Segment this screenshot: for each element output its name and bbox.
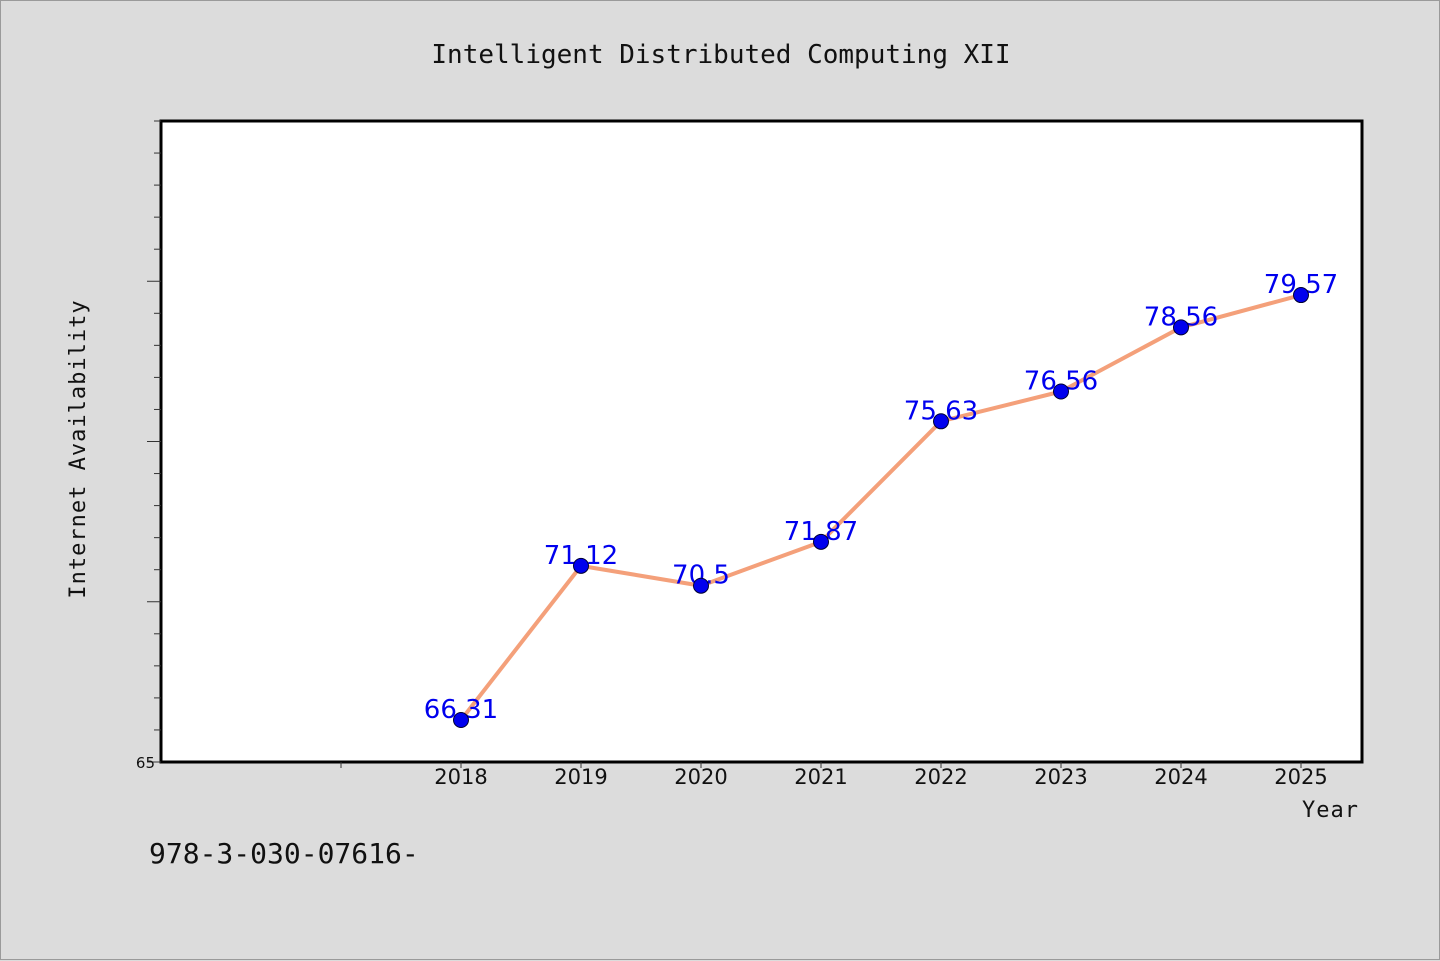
x-tick-label: 2018 — [434, 765, 487, 789]
data-point — [933, 413, 949, 430]
series-line — [459, 293, 1302, 722]
x-tick-label: 2024 — [1154, 765, 1207, 789]
y-axis-label: Internet Availability — [66, 299, 91, 598]
x-tick-label: 2025 — [1274, 765, 1327, 789]
footer-text: 978-3-030-07616- — [149, 837, 419, 870]
x-tick-label: 2019 — [554, 765, 607, 789]
data-point — [1173, 319, 1189, 336]
chart-title: Intelligent Distributed Computing XII — [431, 40, 1010, 70]
x-tick-label: 2021 — [794, 765, 847, 789]
data-point — [573, 557, 589, 574]
y-axis-label-group: Internet Availability — [66, 299, 91, 598]
plot-frame — [159, 119, 1364, 764]
data-point — [813, 533, 829, 550]
data-point — [1293, 287, 1309, 304]
data-point — [693, 577, 709, 594]
x-axis-label: Year — [1302, 798, 1359, 823]
data-point — [453, 712, 469, 729]
x-tick-label: 2020 — [674, 765, 727, 789]
x-tick-label: 2022 — [914, 765, 967, 789]
data-point — [1053, 383, 1069, 400]
y-tick-label: 65 — [136, 754, 155, 772]
x-tick-label: 2023 — [1034, 765, 1087, 789]
